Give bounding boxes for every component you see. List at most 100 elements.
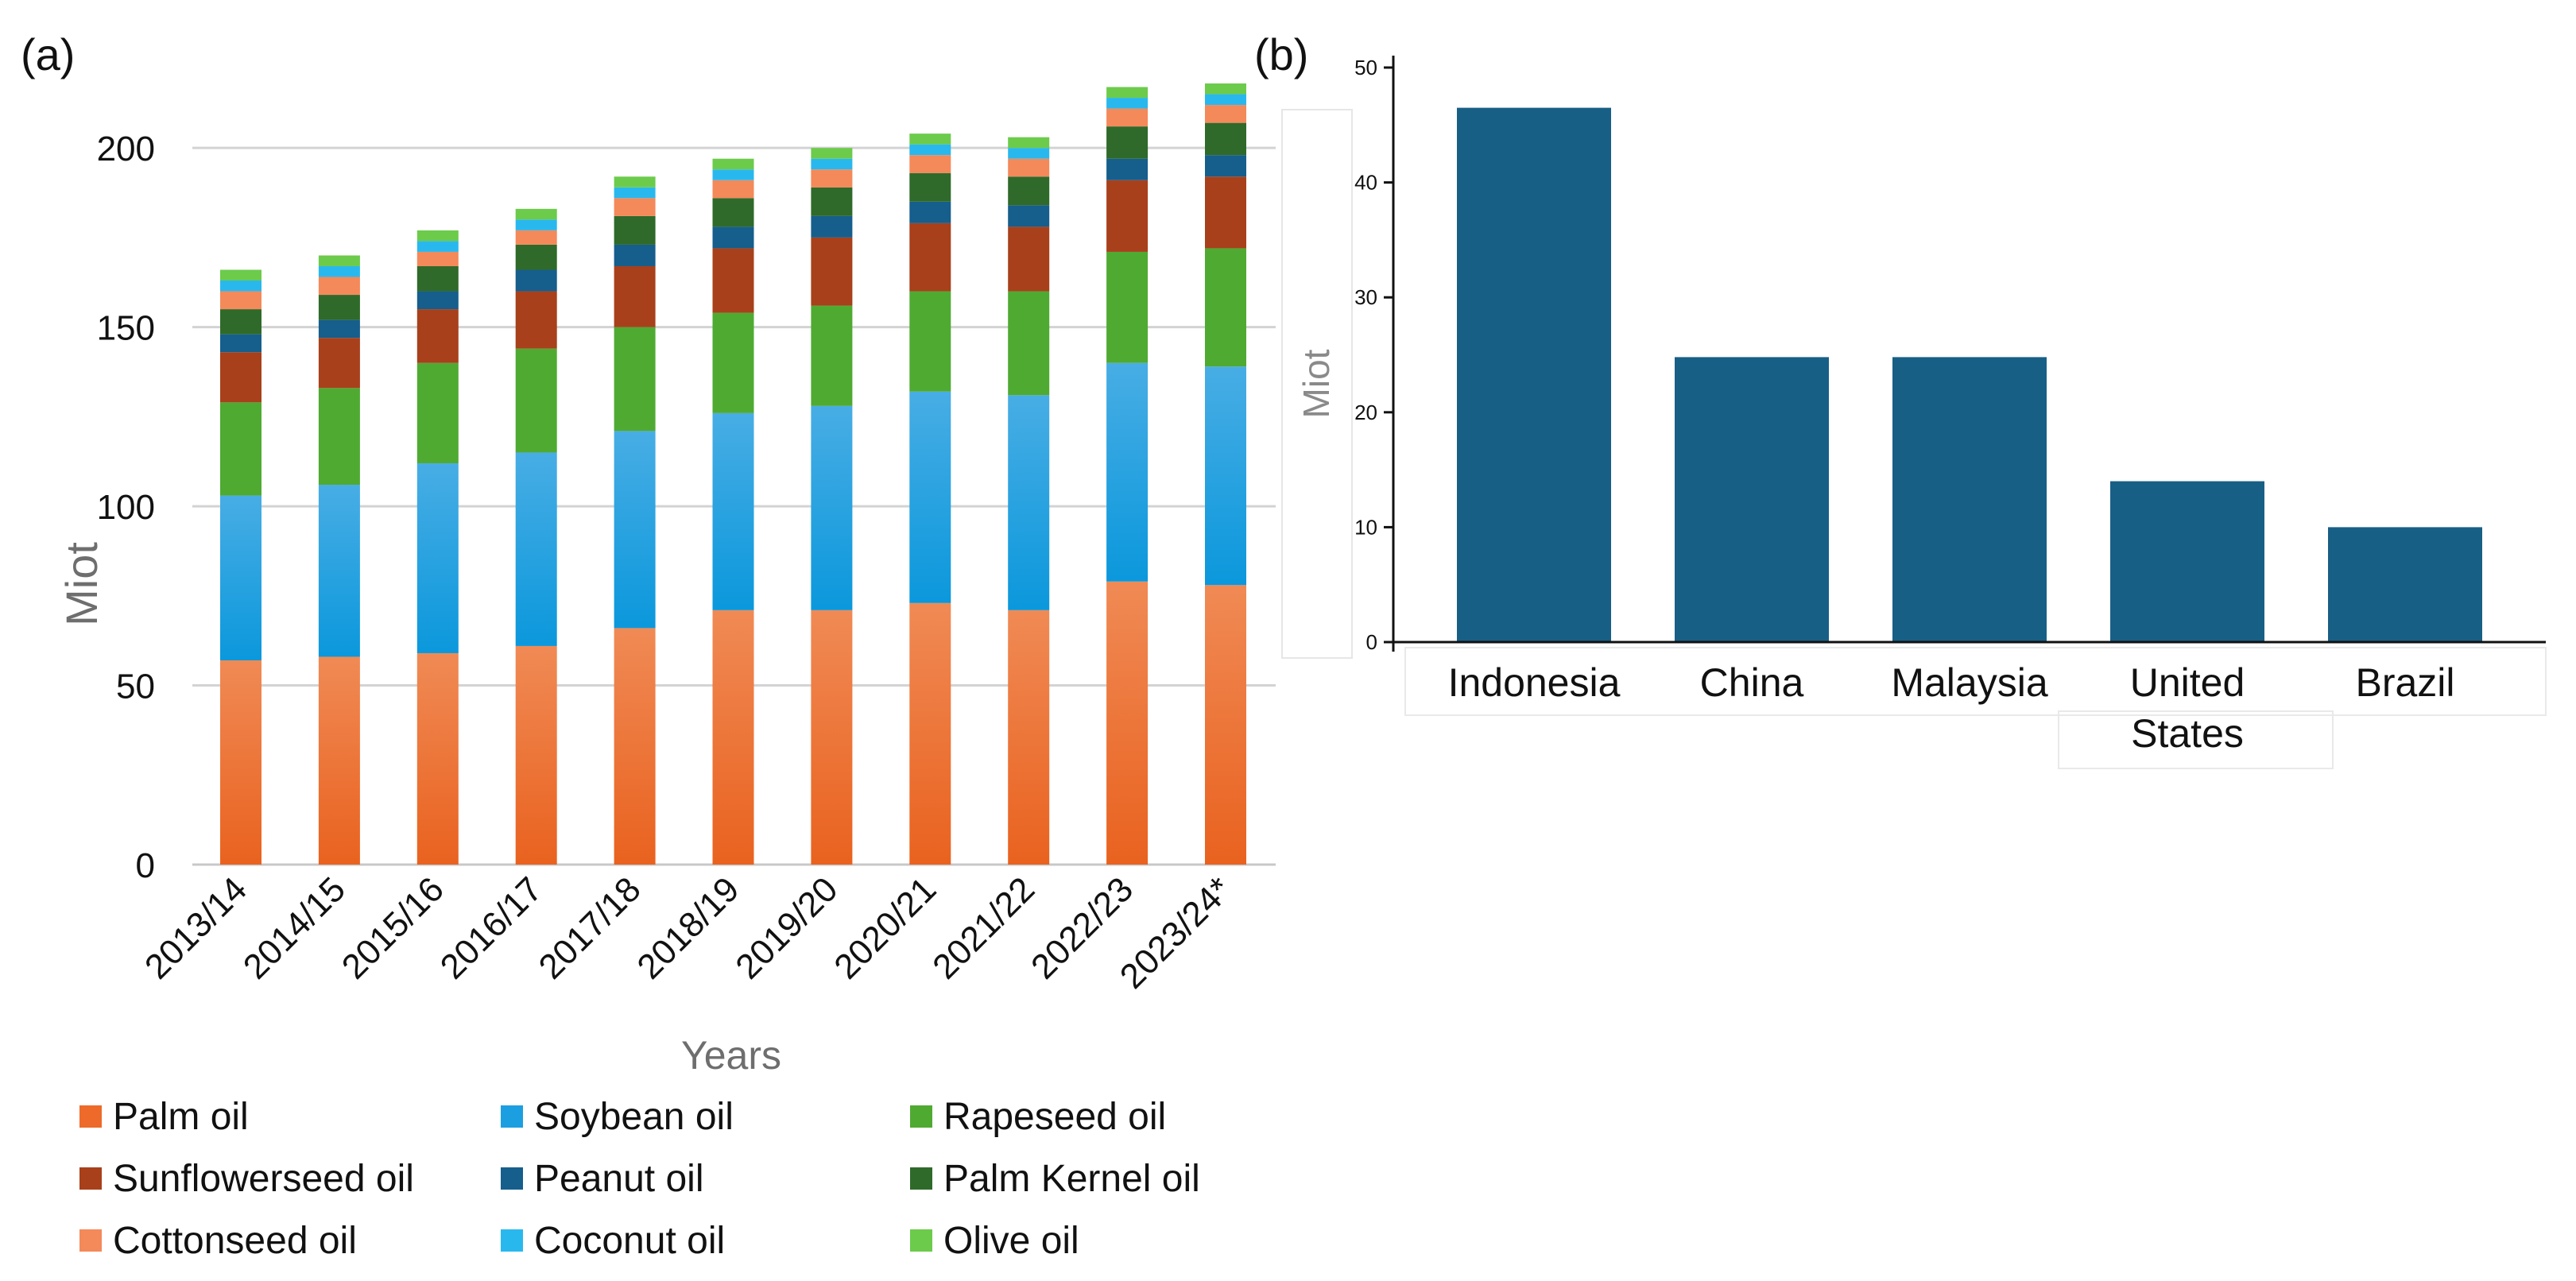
- x-tick-label-2018-19: 2018/19: [629, 869, 746, 986]
- bar-palm-oil-2020-21: [909, 602, 951, 865]
- b-y-tick-label-40: 40: [1354, 171, 1377, 195]
- bar-rapeseed-oil-2023-24: [1205, 248, 1246, 367]
- b-y-tick-label-20: 20: [1354, 401, 1377, 424]
- panel-b-chart: (b) Miot 0 10 20 30 40 50 Indonesia China Malay…: [1254, 29, 2547, 769]
- bar-peanut-oil-2022-23: [1106, 158, 1149, 180]
- bar-palm-oil-2014-15: [318, 656, 360, 865]
- bar-olive-oil-2013-14: [220, 269, 261, 281]
- x-tick-label-indonesia: Indonesia: [1448, 660, 1621, 705]
- legend-label-palm-kernel-oil: Palm Kernel oil: [943, 1157, 1200, 1200]
- bar-rapeseed-oil-2017-18: [614, 327, 656, 432]
- panel-a-x-axis-title: Years: [681, 1033, 781, 1078]
- panel-b-category-frame-extra: [2058, 710, 2334, 769]
- bar-olive-oil-2014-15: [318, 255, 360, 266]
- bar-cottonseed-oil-2014-15: [318, 277, 360, 296]
- bar-palm-oil-2013-14: [220, 660, 261, 865]
- bar-peanut-oil-2014-15: [318, 319, 360, 339]
- bar-olive-oil-2017-18: [614, 176, 656, 188]
- panel-b-y-title-frame: [1281, 109, 1353, 659]
- legend-label-palm-oil: Palm oil: [113, 1095, 249, 1138]
- bar-united-states: [2110, 481, 2264, 642]
- panel-b-y-axis-title: Miot: [1296, 349, 1337, 418]
- bar-olive-oil-2016-17: [515, 208, 557, 220]
- bar-sunflowerseed-oil-2014-15: [318, 338, 360, 389]
- x-tick-label-line: United: [2130, 660, 2245, 705]
- bar-palm-oil-2015-16: [416, 652, 459, 865]
- panel-a-label: (a): [21, 29, 75, 79]
- panel-a-x-tick-labels: 2013/142014/152015/162016/172017/182018/…: [138, 869, 1239, 996]
- bar-soybean-oil-2018-19: [712, 412, 754, 610]
- bar-soybean-oil-2020-21: [909, 391, 951, 603]
- bar-coconut-oil-2015-16: [416, 241, 459, 252]
- bar-soybean-oil-2015-16: [416, 462, 459, 653]
- x-tick-label-line: Malaysia: [1891, 660, 2047, 705]
- bar-rapeseed-oil-2022-23: [1106, 251, 1149, 363]
- legend-label-sunflowerseed-oil: Sunflowerseed oil: [113, 1157, 414, 1200]
- legend-swatch-palm-oil: [79, 1105, 102, 1128]
- bar-cottonseed-oil-2018-19: [712, 180, 754, 199]
- bar-palm-kernel-oil-2013-14: [220, 309, 261, 335]
- bar-palm-kernel-oil-2020-21: [909, 172, 951, 202]
- legend-swatch-olive-oil: [910, 1229, 932, 1252]
- legend-item-cottonseed-oil: Cottonseed oil: [79, 1217, 357, 1264]
- bar-sunflowerseed-oil-2017-18: [614, 265, 656, 327]
- legend-swatch-palm-kernel-oil: [910, 1167, 932, 1190]
- y-tick-label-200: 200: [97, 130, 155, 168]
- legend-swatch-sunflowerseed-oil: [79, 1167, 102, 1190]
- x-tick-label-line: China: [1700, 660, 1804, 705]
- bar-soybean-oil-2014-15: [318, 485, 360, 657]
- bar-rapeseed-oil-2020-21: [909, 291, 951, 392]
- x-tick-label-line: Brazil: [2355, 660, 2454, 705]
- bar-olive-oil-2020-21: [909, 134, 951, 145]
- bar-peanut-oil-2020-21: [909, 201, 951, 223]
- bar-coconut-oil-2019-20: [811, 158, 853, 170]
- bar-soybean-oil-2023-24: [1205, 366, 1246, 586]
- bar-olive-oil-2018-19: [712, 158, 754, 170]
- bar-soybean-oil-2021-22: [1008, 395, 1050, 610]
- bar-palm-oil-2023-24: [1205, 585, 1246, 865]
- panel-b-bars: [1457, 107, 2482, 643]
- bar-coconut-oil-2022-23: [1106, 98, 1149, 109]
- bar-sunflowerseed-oil-2023-24: [1205, 176, 1246, 249]
- bar-rapeseed-oil-2018-19: [712, 312, 754, 413]
- x-tick-label-2020-21: 2020/21: [827, 869, 943, 986]
- bar-peanut-oil-2015-16: [416, 291, 459, 310]
- bar-palm-kernel-oil-2015-16: [416, 265, 459, 292]
- bar-palm-oil-2018-19: [712, 610, 754, 865]
- panel-a-legend: Palm oil Soybean oil Rapeseed oil Sunflower…: [79, 1093, 1319, 1275]
- bar-sunflowerseed-oil-2015-16: [416, 309, 459, 363]
- bar-sunflowerseed-oil-2022-23: [1106, 180, 1149, 252]
- b-y-tick-label-30: 30: [1354, 285, 1377, 309]
- bar-palm-kernel-oil-2023-24: [1205, 122, 1246, 156]
- bar-peanut-oil-2018-19: [712, 226, 754, 249]
- bar-indonesia: [1457, 107, 1611, 643]
- legend-label-coconut-oil: Coconut oil: [534, 1219, 726, 1262]
- bar-palm-kernel-oil-2016-17: [515, 244, 557, 270]
- legend-item-rapeseed-oil: Rapeseed oil: [910, 1093, 1166, 1140]
- y-tick-label-100: 100: [97, 488, 155, 527]
- legend-item-soybean-oil: Soybean oil: [501, 1093, 734, 1140]
- x-tick-label-2015-16: 2015/16: [335, 869, 451, 986]
- bar-sunflowerseed-oil-2016-17: [515, 291, 557, 349]
- legend-item-palm-kernel-oil: Palm Kernel oil: [910, 1155, 1200, 1202]
- legend-swatch-coconut-oil: [501, 1229, 523, 1252]
- b-y-tick-label-10: 10: [1354, 515, 1377, 539]
- bar-peanut-oil-2013-14: [220, 334, 261, 353]
- bar-peanut-oil-2017-18: [614, 244, 656, 266]
- bar-soybean-oil-2013-14: [220, 495, 261, 660]
- bar-cottonseed-oil-2015-16: [416, 251, 459, 266]
- y-tick-label-0: 0: [136, 846, 155, 885]
- bar-rapeseed-oil-2013-14: [220, 402, 261, 496]
- bar-peanut-oil-2021-22: [1008, 205, 1050, 227]
- x-tick-label-2013-14: 2013/14: [138, 869, 254, 986]
- b-y-tick-label-50: 50: [1354, 56, 1377, 79]
- panel-b-y-ticks: 0 10 20 30 40 50: [1354, 56, 1393, 654]
- bar-palm-oil-2021-22: [1008, 610, 1050, 865]
- bar-soybean-oil-2019-20: [811, 405, 853, 610]
- legend-item-olive-oil: Olive oil: [910, 1217, 1079, 1264]
- x-tick-label-2019-20: 2019/20: [728, 869, 845, 986]
- panel-b-label: (b): [1254, 29, 1308, 79]
- bar-coconut-oil-2016-17: [515, 219, 557, 230]
- bar-peanut-oil-2016-17: [515, 269, 557, 292]
- x-tick-label-united-states: United States: [2130, 660, 2245, 756]
